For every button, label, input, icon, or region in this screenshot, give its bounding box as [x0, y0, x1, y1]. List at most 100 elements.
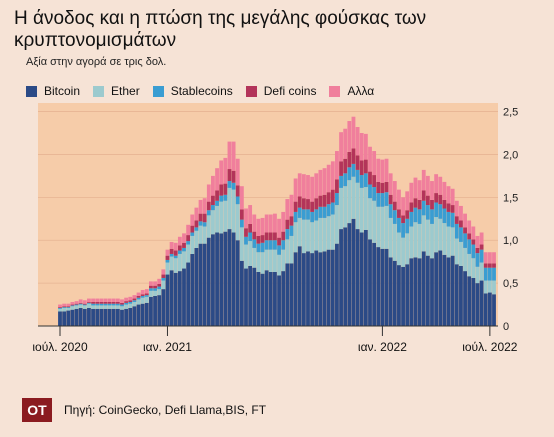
bar-segment	[111, 303, 116, 306]
bar-segment	[149, 285, 153, 289]
bar-segment	[157, 289, 162, 296]
bar-segment	[182, 268, 186, 326]
bar-segment	[425, 175, 430, 196]
bar-segment	[107, 308, 112, 326]
legend-swatch-stablecoins	[152, 85, 164, 97]
bar-segment	[343, 158, 348, 174]
bar-segment	[384, 205, 389, 249]
bar-segment	[58, 304, 62, 308]
bar-segment	[322, 206, 327, 218]
bar-segment	[219, 233, 224, 326]
bar-segment	[227, 187, 232, 230]
bar-segment	[409, 226, 414, 259]
bar-segment	[198, 225, 203, 244]
bar-segment	[70, 305, 75, 307]
bar-segment	[417, 199, 422, 210]
bar-segment	[132, 298, 137, 301]
bar-segment	[244, 236, 248, 245]
bar-segment	[169, 256, 174, 271]
bar-segment	[74, 304, 79, 306]
bar-segment	[479, 280, 484, 326]
bar-segment	[463, 233, 467, 248]
bar-segment	[430, 223, 434, 259]
bar-segment	[169, 248, 174, 254]
bar-segment	[434, 252, 439, 326]
bar-segment	[260, 252, 265, 274]
bar-segment	[401, 237, 405, 267]
x-tick-label: ιαν. 2021	[143, 340, 192, 354]
bar-segment	[363, 133, 368, 160]
bar-segment	[206, 201, 211, 211]
y-tick-label: 2,0	[503, 149, 518, 161]
legend-item-ether: Ether	[93, 84, 140, 98]
bar-segment	[182, 242, 186, 248]
bar-segment	[136, 299, 141, 305]
bar-segment	[376, 181, 381, 194]
legend-swatch-other	[329, 85, 341, 97]
bar-segment	[211, 175, 215, 196]
bar-segment	[326, 249, 331, 326]
bar-segment	[330, 161, 335, 190]
bar-segment	[380, 206, 385, 249]
bar-segment	[376, 206, 381, 248]
bar-segment	[219, 184, 224, 196]
bar-segment	[409, 211, 414, 227]
bar-segment	[256, 243, 261, 253]
bar-segment	[405, 233, 410, 265]
bar-segment	[248, 232, 253, 242]
bar-segment	[397, 265, 401, 326]
bar-segment	[372, 175, 377, 188]
bar-segment	[314, 220, 319, 251]
bar-segment	[107, 301, 112, 304]
bar-segment	[132, 301, 137, 307]
bar-segment	[124, 308, 129, 326]
bar-segment	[157, 295, 162, 326]
bar-segment	[149, 281, 153, 286]
bar-segment	[120, 309, 124, 326]
bar-segment	[289, 263, 294, 326]
bar-segment	[301, 174, 306, 199]
bar-segment	[450, 227, 455, 256]
legend-item-other: Αλλα	[329, 84, 374, 98]
bar-segment	[335, 151, 339, 180]
bar-segment	[492, 263, 496, 268]
bar-segment	[99, 305, 104, 309]
x-tick-label: ιούλ. 2022	[462, 340, 518, 354]
bar-segment	[227, 141, 232, 170]
bar-segment	[483, 293, 488, 326]
y-tick-label: 0,5	[503, 278, 518, 290]
bar-segment	[99, 303, 104, 306]
bar-segment	[211, 195, 215, 206]
bar-segment	[413, 207, 418, 223]
bar-segment	[66, 306, 71, 308]
bar-segment	[289, 225, 294, 236]
bar-segment	[463, 247, 467, 272]
y-tick-label: 1,0	[503, 235, 518, 247]
bar-segment	[405, 218, 410, 234]
bar-segment	[463, 271, 467, 326]
legend-label-stablecoins: Stablecoins	[170, 84, 233, 98]
bar-segment	[144, 289, 149, 294]
bar-segment	[322, 194, 327, 207]
bar-segment	[459, 241, 463, 266]
bar-segment	[293, 222, 298, 253]
bar-segment	[471, 258, 476, 278]
bar-segment	[161, 274, 166, 278]
bar-segment	[87, 303, 91, 308]
bar-segment	[186, 235, 191, 242]
bar-segment	[438, 176, 443, 195]
bar-segment	[161, 289, 166, 326]
bar-segment	[392, 201, 397, 211]
bar-segment	[492, 267, 496, 281]
bar-segment	[194, 207, 199, 221]
bar-segment	[74, 305, 79, 309]
bar-segment	[297, 246, 302, 326]
bar-segment	[248, 241, 253, 266]
bar-segment	[397, 232, 401, 266]
bar-segment	[277, 254, 281, 276]
legend-item-bitcoin: Bitcoin	[26, 84, 80, 98]
bar-segment	[124, 302, 129, 305]
bar-segment	[475, 253, 480, 267]
bar-segment	[186, 262, 191, 326]
bar-segment	[182, 251, 186, 269]
